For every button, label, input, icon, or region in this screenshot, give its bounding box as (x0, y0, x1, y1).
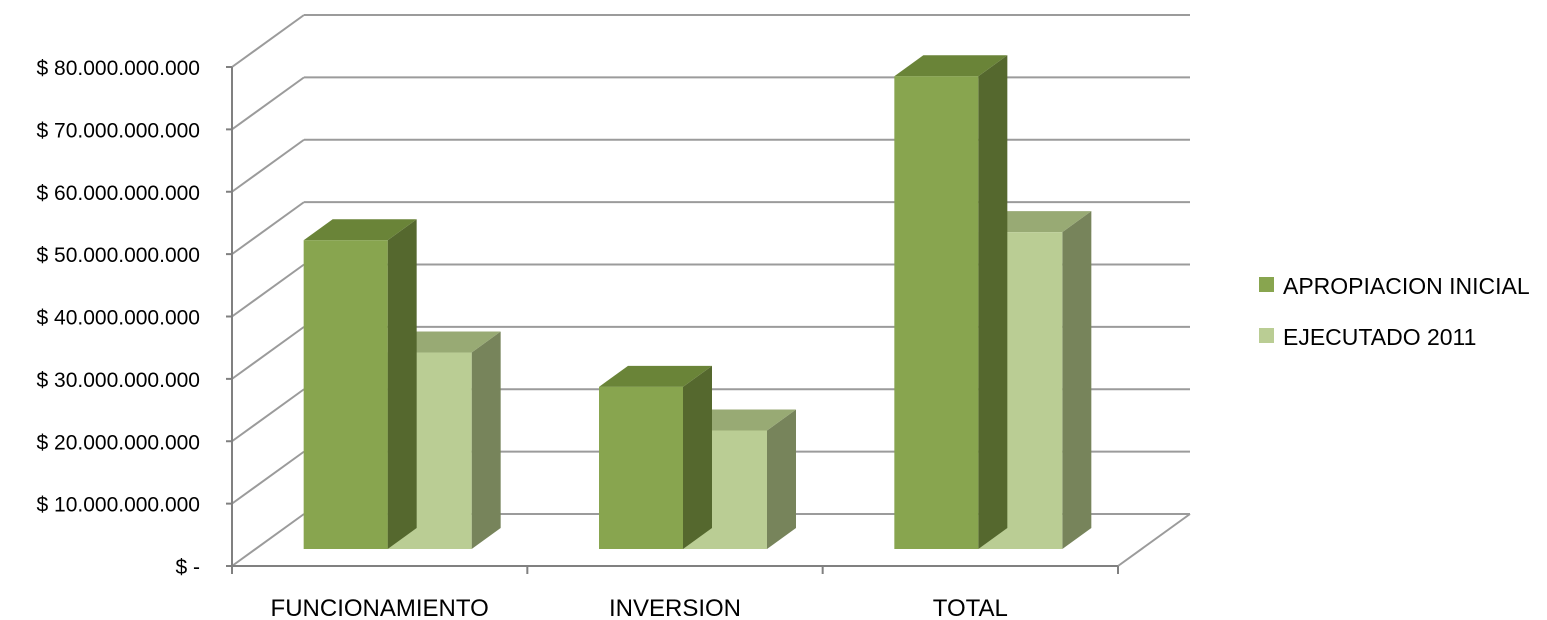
chart-bars (303, 55, 1092, 549)
x-category-label: INVERSION (609, 595, 741, 620)
x-category-label: FUNCIONAMIENTO (271, 595, 489, 620)
bar-side (387, 219, 417, 549)
bar-top (599, 365, 712, 387)
gridline-diagonal (231, 201, 305, 255)
y-tick-label: $ 50.000.000.000 (37, 244, 201, 267)
gridline-diagonal (231, 263, 305, 318)
y-tick-label: $ 10.000.000.000 (37, 494, 201, 517)
chart-axes: $ - $ 10.000.000.000 $ 20.000.000.000 $ 30.… (37, 57, 1119, 620)
legend-swatch (1259, 328, 1274, 343)
legend-swatch (1259, 277, 1274, 292)
gridline-diagonal (231, 450, 305, 505)
bar-top (303, 219, 417, 241)
legend-label: APROPIACION INICIAL (1283, 273, 1530, 299)
y-tick-label: $ - (175, 556, 200, 579)
bar (894, 76, 979, 549)
y-tick-label: $ 40.000.000.000 (37, 307, 201, 330)
bar-side (683, 365, 712, 549)
y-tick-label: $ 20.000.000.000 (37, 431, 201, 454)
gridline-diagonal (231, 76, 305, 131)
y-tick-label: $ 30.000.000.000 (37, 369, 201, 392)
gridline-diagonal (231, 14, 305, 68)
gridline-diagonal (231, 138, 305, 193)
legend-label: EJECUTADO 2011 (1283, 324, 1476, 350)
floor-edge (1117, 513, 1191, 567)
gridline-diagonal (231, 513, 305, 567)
bar-side (978, 55, 1008, 549)
gridline-diagonal (231, 388, 305, 443)
y-tick-label: $ 80.000.000.000 (37, 57, 201, 80)
bar-side (767, 409, 796, 549)
bar (303, 240, 388, 549)
bar-side (1062, 211, 1092, 549)
gridline-diagonal (231, 326, 305, 380)
bar-side (471, 331, 501, 549)
bar-top (894, 55, 1008, 77)
chart-legend: APROPIACION INICIAL EJECUTADO 2011 (1259, 273, 1530, 350)
bar (599, 386, 683, 549)
y-tick-label: $ 60.000.000.000 (37, 182, 201, 205)
y-tick-label: $ 70.000.000.000 (37, 119, 201, 142)
x-category-label: TOTAL (933, 595, 1008, 620)
